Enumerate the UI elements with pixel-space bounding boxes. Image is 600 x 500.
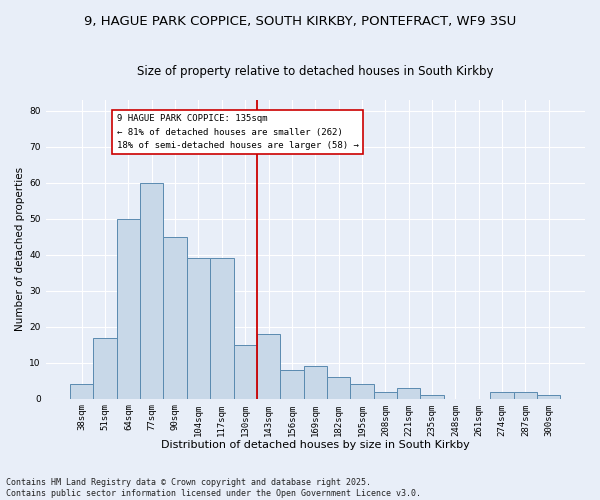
Bar — [514, 392, 537, 398]
Title: Size of property relative to detached houses in South Kirkby: Size of property relative to detached ho… — [137, 65, 494, 78]
Bar — [140, 183, 163, 398]
Bar — [257, 334, 280, 398]
Text: 9 HAGUE PARK COPPICE: 135sqm
← 81% of detached houses are smaller (262)
18% of s: 9 HAGUE PARK COPPICE: 135sqm ← 81% of de… — [117, 114, 359, 150]
Bar — [397, 388, 421, 398]
Text: 9, HAGUE PARK COPPICE, SOUTH KIRKBY, PONTEFRACT, WF9 3SU: 9, HAGUE PARK COPPICE, SOUTH KIRKBY, PON… — [84, 15, 516, 28]
Bar — [327, 377, 350, 398]
Bar — [490, 392, 514, 398]
Y-axis label: Number of detached properties: Number of detached properties — [15, 168, 25, 332]
Bar — [163, 237, 187, 398]
Bar — [117, 219, 140, 398]
Text: Contains HM Land Registry data © Crown copyright and database right 2025.
Contai: Contains HM Land Registry data © Crown c… — [6, 478, 421, 498]
Bar — [374, 392, 397, 398]
X-axis label: Distribution of detached houses by size in South Kirkby: Distribution of detached houses by size … — [161, 440, 470, 450]
Bar — [304, 366, 327, 398]
Bar — [421, 395, 444, 398]
Bar — [187, 258, 210, 398]
Bar — [210, 258, 233, 398]
Bar — [70, 384, 94, 398]
Bar — [233, 344, 257, 399]
Bar — [537, 395, 560, 398]
Bar — [280, 370, 304, 398]
Bar — [350, 384, 374, 398]
Bar — [94, 338, 117, 398]
